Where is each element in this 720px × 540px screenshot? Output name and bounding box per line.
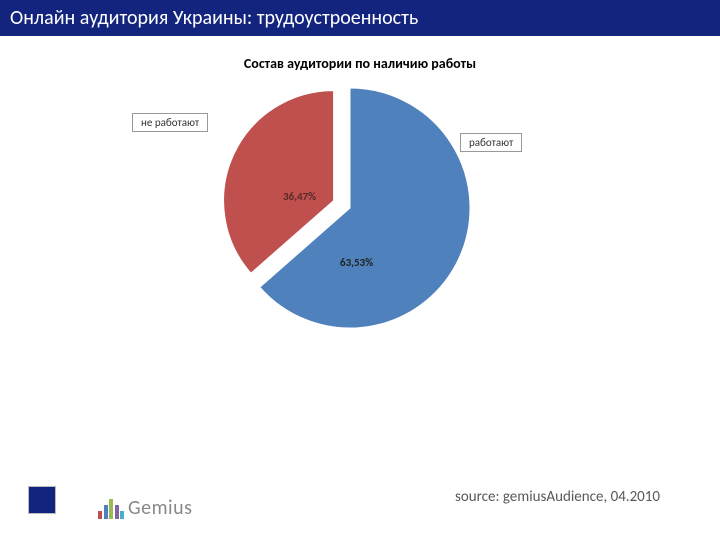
page-title: Онлайн аудитория Украины: трудоустроенно… xyxy=(10,6,418,30)
footer-square xyxy=(28,486,56,514)
pie-wrap: не работают работают 63,53% 36,47% xyxy=(60,78,660,378)
logo-bars-icon xyxy=(98,497,124,519)
footer: Gemius source: gemiusAudience, 04.2010 xyxy=(0,476,720,540)
chart-title: Состав аудитории по наличию работы xyxy=(60,55,660,72)
pie-chart: Состав аудитории по наличию работы не ра… xyxy=(60,55,660,395)
source-text: source: gemiusAudience, 04.2010 xyxy=(455,488,660,506)
title-bar: Онлайн аудитория Украины: трудоустроенно… xyxy=(0,0,720,36)
pie-svg xyxy=(180,78,540,358)
logo: Gemius xyxy=(98,496,192,520)
value-label-not-working: 36,47% xyxy=(283,190,316,203)
value-label-working: 63,53% xyxy=(340,256,373,269)
logo-text: Gemius xyxy=(128,496,192,520)
legend-working: работают xyxy=(460,133,522,152)
legend-not-working: не работают xyxy=(132,113,208,132)
